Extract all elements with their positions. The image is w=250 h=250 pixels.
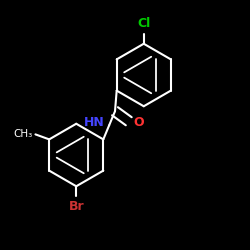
Text: HN: HN — [84, 116, 105, 129]
Text: Br: Br — [68, 200, 84, 213]
Text: O: O — [133, 116, 144, 129]
Text: Cl: Cl — [137, 17, 150, 30]
Text: CH₃: CH₃ — [14, 130, 33, 140]
